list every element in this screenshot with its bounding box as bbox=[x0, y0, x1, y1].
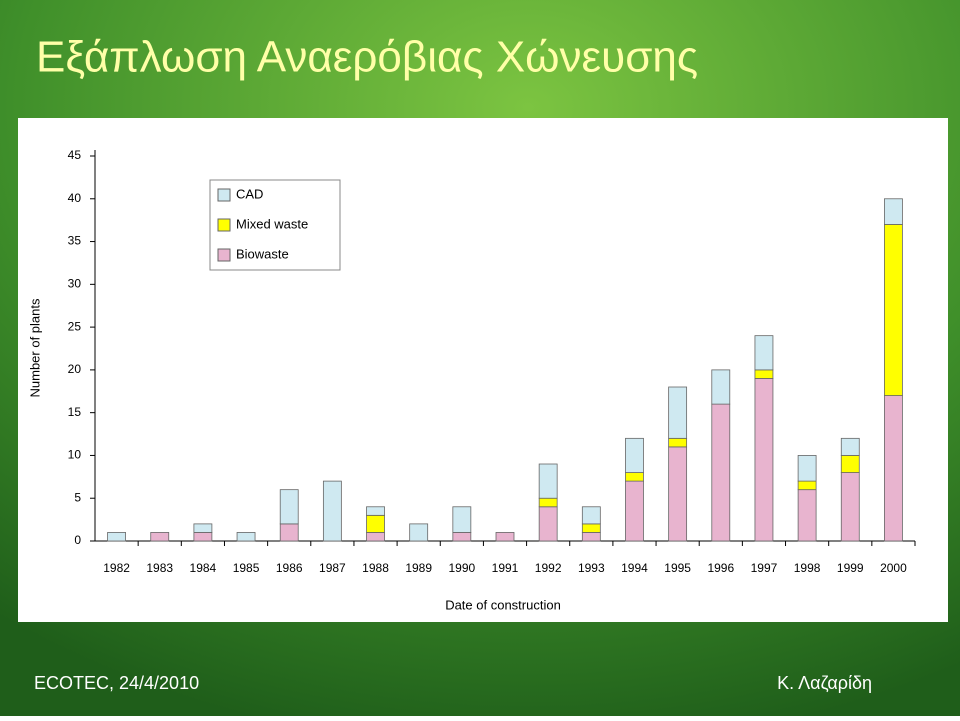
bar-segment bbox=[322, 480, 342, 542]
bar-segment bbox=[797, 489, 817, 542]
bar-segment bbox=[581, 506, 601, 525]
legend-label: Mixed waste bbox=[236, 216, 308, 231]
bar-segment bbox=[107, 532, 126, 542]
legend-label: Biowaste bbox=[236, 246, 289, 261]
bar-segment bbox=[668, 386, 688, 439]
bar-segment bbox=[754, 369, 774, 379]
x-tick-label: 1982 bbox=[103, 561, 130, 575]
bar-segment bbox=[668, 446, 688, 542]
bar-segment bbox=[754, 378, 774, 542]
x-tick-label: 1995 bbox=[664, 561, 691, 575]
bar-segment bbox=[366, 532, 385, 542]
bar-segment bbox=[711, 403, 731, 542]
x-tick-label: 1986 bbox=[276, 561, 303, 575]
bar-segment bbox=[538, 497, 558, 508]
y-tick-label: 20 bbox=[68, 362, 82, 376]
bar-segment bbox=[452, 532, 472, 542]
x-tick-label: 1996 bbox=[707, 561, 734, 575]
y-tick-label: 30 bbox=[68, 277, 82, 291]
x-tick-label: 1999 bbox=[837, 561, 864, 575]
bar-segment bbox=[538, 506, 558, 542]
y-tick-label: 25 bbox=[68, 319, 82, 333]
legend-swatch bbox=[217, 188, 231, 202]
bar-segment bbox=[797, 455, 817, 482]
bar-segment bbox=[193, 532, 213, 542]
y-tick-label: 0 bbox=[74, 533, 81, 547]
y-tick-label: 10 bbox=[68, 448, 82, 462]
bar-segment bbox=[279, 523, 299, 542]
bar-segment bbox=[884, 395, 903, 542]
bar-segment bbox=[581, 532, 601, 542]
x-tick-label: 1998 bbox=[794, 561, 821, 575]
y-tick-label: 35 bbox=[68, 234, 82, 248]
bar-segment bbox=[495, 532, 515, 542]
bar-segment bbox=[840, 472, 860, 542]
x-axis-label: Date of construction bbox=[445, 597, 561, 612]
bar-segment bbox=[754, 335, 774, 371]
bar-segment bbox=[236, 532, 256, 542]
footer-right: Κ. Λαζαρίδη bbox=[777, 673, 872, 693]
x-tick-label: 1989 bbox=[405, 561, 432, 575]
x-tick-label: 1984 bbox=[190, 561, 217, 575]
y-tick-label: 15 bbox=[68, 405, 82, 419]
bar-segment bbox=[581, 523, 601, 533]
bar-segment bbox=[884, 198, 903, 225]
legend-swatch bbox=[217, 218, 231, 232]
legend-label: CAD bbox=[236, 186, 263, 201]
bar-segment bbox=[366, 506, 385, 516]
y-tick-label: 5 bbox=[74, 490, 81, 504]
x-tick-label: 1987 bbox=[319, 561, 346, 575]
slide-title: Εξάπλωση Αναερόβιας Χώνευσης bbox=[36, 33, 698, 82]
bar-segment bbox=[668, 437, 688, 448]
x-tick-label: 1993 bbox=[578, 561, 605, 575]
bar-segment bbox=[840, 455, 860, 473]
bar-segment bbox=[884, 224, 903, 396]
bar-segment bbox=[150, 532, 170, 542]
chart-panel bbox=[18, 118, 948, 622]
legend-swatch bbox=[217, 248, 231, 262]
bar-segment bbox=[279, 489, 299, 525]
y-tick-label: 40 bbox=[68, 191, 82, 205]
x-tick-label: 1994 bbox=[621, 561, 648, 575]
bar-segment bbox=[797, 480, 817, 491]
bar-segment bbox=[193, 523, 213, 533]
x-tick-label: 1990 bbox=[448, 561, 475, 575]
x-tick-label: 1997 bbox=[751, 561, 778, 575]
bar-segment bbox=[625, 437, 644, 473]
bar-segment bbox=[625, 480, 644, 542]
legend bbox=[209, 179, 341, 271]
x-tick-label: 1983 bbox=[146, 561, 173, 575]
x-tick-label: 1992 bbox=[535, 561, 562, 575]
x-tick-label: 1991 bbox=[492, 561, 519, 575]
y-tick-label: 45 bbox=[68, 148, 82, 162]
x-tick-label: 1988 bbox=[362, 561, 389, 575]
bar-segment bbox=[452, 506, 472, 533]
bar-segment bbox=[625, 472, 644, 482]
bar-segment bbox=[538, 463, 558, 499]
bar-segment bbox=[366, 514, 385, 533]
x-tick-label: 2000 bbox=[880, 561, 907, 575]
x-tick-label: 1985 bbox=[233, 561, 260, 575]
y-axis-label: Number of plants bbox=[27, 298, 42, 397]
bar-segment bbox=[711, 369, 731, 405]
bar-segment bbox=[840, 437, 860, 456]
footer-left: ECOTEC, 24/4/2010 bbox=[34, 673, 199, 693]
bar-segment bbox=[409, 523, 429, 542]
